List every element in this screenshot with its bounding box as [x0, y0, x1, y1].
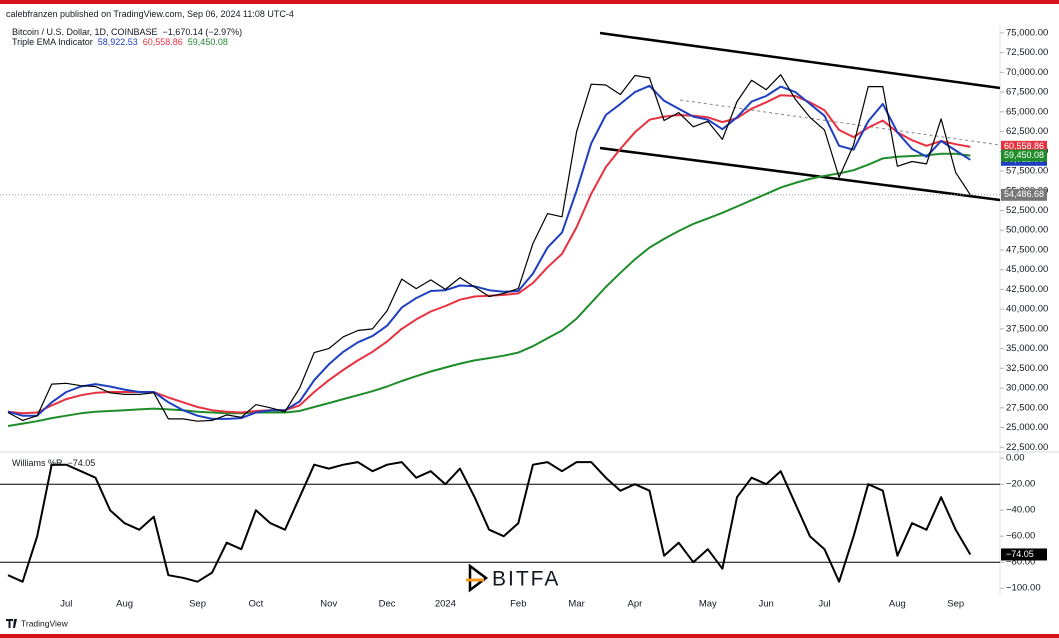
williams-title: Williams %R: [12, 458, 63, 468]
channel-mid: [679, 99, 1001, 146]
y-tick-label: 52,500.00: [1006, 205, 1048, 216]
williams-line: [7, 461, 972, 583]
price-tag: [1001, 188, 1047, 201]
y-tick-label: 45,000.00: [1006, 264, 1048, 275]
value-tag: [1001, 548, 1047, 561]
y-tick-label: 75,000.00: [1006, 27, 1048, 38]
ema-legend-value: 59,450.08: [187, 37, 228, 47]
brand-logo: TradingView: [6, 618, 69, 628]
y-tick-label: 0.00: [1006, 453, 1025, 464]
x-tick-label: Mar: [568, 599, 584, 610]
indicator-legend: Triple EMA Indicator 58,922.53 60,558.86 59…: [12, 37, 238, 47]
y-tick-label: 25,000.00: [1006, 422, 1048, 433]
x-tick-label: May: [699, 599, 717, 610]
y-tick-label: 37,500.00: [1006, 323, 1048, 334]
y-tick-label: 57,500.00: [1006, 166, 1048, 177]
x-tick-label: Jul: [818, 599, 830, 610]
x-tick-label: Apr: [628, 599, 643, 610]
y-tick-label: 40,000.00: [1006, 304, 1048, 315]
y-tick-label: 30,000.00: [1006, 383, 1048, 394]
ema-line: [7, 152, 971, 427]
price-tag-label: 60,558.86: [1004, 141, 1044, 151]
y-tick-label: 62,500.00: [1006, 126, 1048, 137]
williams-legend: Williams %R −74.05: [12, 458, 100, 468]
y-tick-label: −20.00: [1006, 479, 1035, 490]
y-tick-label: 32,500.00: [1006, 363, 1048, 374]
price-tag: [1001, 149, 1047, 162]
value-tag-label: −74.05: [1006, 549, 1034, 559]
symbol-title: Bitcoin / U.S. Dollar, 1D, COINBASE: [12, 27, 158, 37]
y-tick-label: −100.00: [1006, 583, 1041, 594]
x-tick-label: Sep: [947, 599, 964, 610]
change-label: −1,670.14 (−2.97%): [162, 27, 243, 37]
y-tick-label: 27,500.00: [1006, 402, 1048, 413]
y-tick-label: 72,500.00: [1006, 47, 1048, 58]
y-tick-label: 35,000.00: [1006, 343, 1048, 354]
x-tick-label: Jul: [60, 599, 72, 610]
x-tick-label: Sep: [189, 599, 206, 610]
y-tick-label: 47,500.00: [1006, 244, 1048, 255]
y-tick-label: −60.00: [1006, 531, 1035, 542]
price-line: [7, 74, 971, 422]
x-tick-label: 2024: [435, 599, 456, 610]
x-tick-label: Jun: [758, 599, 773, 610]
y-tick-label: 22,500.00: [1006, 442, 1048, 453]
symbol-legend: Bitcoin / U.S. Dollar, 1D, COINBASE −1,67…: [12, 27, 247, 37]
y-tick-label: 50,000.00: [1006, 225, 1048, 236]
indicator-name: Triple EMA Indicator: [12, 37, 93, 47]
y-tick-label: −40.00: [1006, 505, 1035, 516]
ema-line: [7, 84, 971, 420]
ema-legend-value: 58,922.53: [97, 37, 138, 47]
x-tick-label: Oct: [248, 599, 263, 610]
bottom-bar: [0, 634, 1059, 638]
y-tick-label: 67,500.00: [1006, 87, 1048, 98]
ema-legend-value: 60,558.86: [142, 37, 183, 47]
x-tick-label: Feb: [510, 599, 526, 610]
y-tick-label: −80.00: [1006, 557, 1035, 568]
price-tag-label: 59,450.08: [1004, 150, 1044, 160]
author-line: calebfranzen published on TradingView.co…: [6, 9, 294, 19]
channel-top: [599, 31, 1001, 90]
x-tick-label: Dec: [379, 599, 396, 610]
x-tick-label: Nov: [320, 599, 337, 610]
y-tick-label: 70,000.00: [1006, 67, 1048, 78]
top-bar: [0, 0, 1059, 4]
ema-line: [7, 94, 971, 415]
channel-bottom: [599, 146, 1001, 202]
watermark-text: BITFA: [492, 568, 560, 591]
x-tick-label: Aug: [116, 599, 133, 610]
y-tick-label: 65,000.00: [1006, 106, 1048, 117]
watermark-logo: BITFA: [466, 563, 560, 593]
price-tag-label: 54,486.68: [1004, 189, 1044, 199]
x-tick-label: Aug: [889, 599, 906, 610]
williams-last: −74.05: [67, 458, 96, 468]
brand: TradingView: [21, 618, 69, 628]
y-tick-label: 42,500.00: [1006, 284, 1048, 295]
ema-values: 58,922.53 60,558.86 59,450.08: [98, 37, 233, 47]
